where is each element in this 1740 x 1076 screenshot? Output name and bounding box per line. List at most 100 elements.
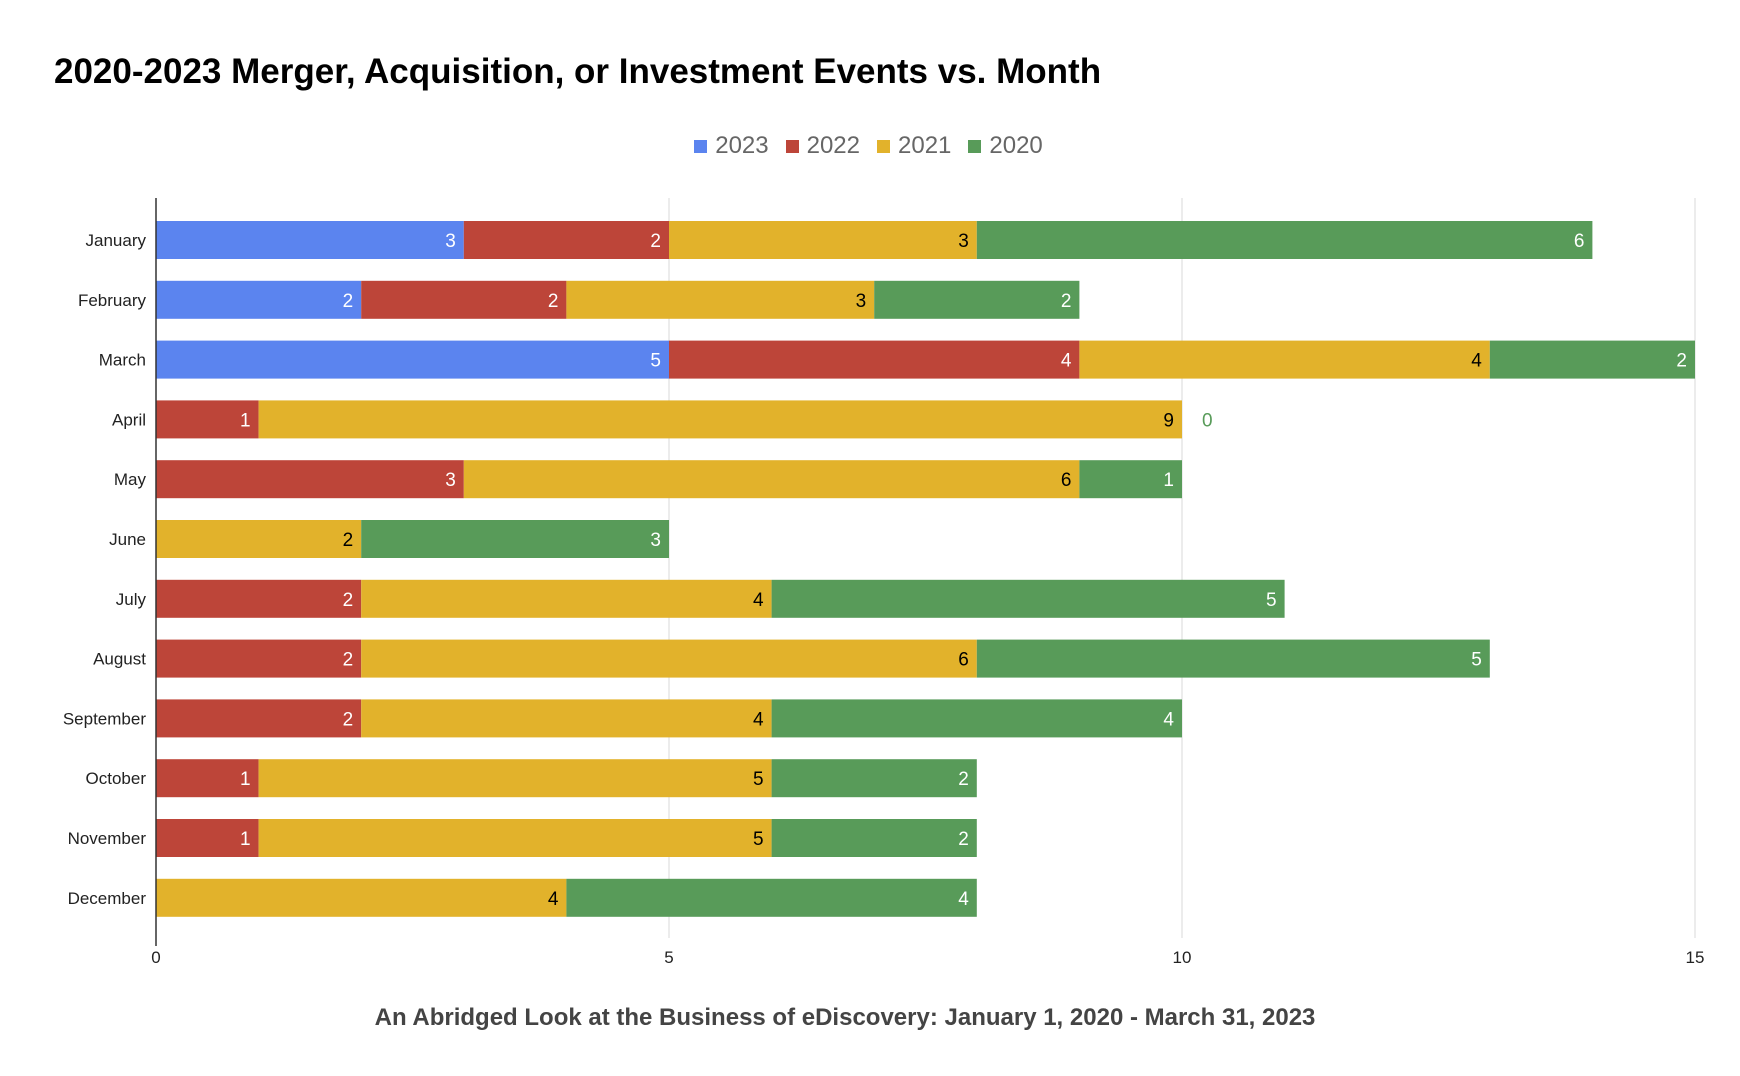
bar-segment: [976, 639, 1490, 678]
bar-segment: [156, 579, 362, 618]
category-label: September: [63, 709, 146, 728]
legend-swatch: [877, 139, 890, 153]
data-label: 4: [1471, 351, 1482, 372]
category-label: January: [86, 231, 147, 250]
bar-segment: [669, 340, 1080, 379]
data-label: 1: [240, 829, 251, 850]
legend-label: 2021: [898, 132, 952, 159]
data-label: 1: [240, 410, 251, 431]
legend-label: 2022: [806, 132, 860, 159]
bar-segment: [156, 878, 567, 917]
bar-segment: [771, 699, 1182, 738]
legend-swatch: [785, 139, 799, 153]
bar-segment: [771, 819, 977, 857]
bar-segment: [258, 819, 772, 857]
x-tick-label: 10: [1173, 948, 1192, 967]
category-label: October: [86, 769, 147, 788]
data-label: 2: [1676, 351, 1687, 372]
bar-segment: [1489, 340, 1695, 379]
data-label: 2: [548, 291, 559, 312]
bar-segment: [156, 400, 259, 439]
category-label: August: [93, 650, 146, 669]
bar-segment: [566, 280, 875, 319]
category-label: April: [112, 410, 146, 429]
bar-segment: [156, 460, 464, 499]
bar-segment: [156, 520, 362, 558]
bar-segment: [976, 221, 1593, 259]
data-label: 5: [1471, 650, 1482, 671]
data-label: 2: [343, 530, 354, 551]
category-label: March: [99, 351, 146, 370]
bar-segment: [361, 699, 772, 738]
bar-segment: [361, 639, 977, 678]
legend: 2023 2022 2021 2020: [0, 132, 1740, 160]
bar-segment: [1079, 460, 1182, 499]
data-label: 2: [343, 590, 354, 611]
bar-segment: [1079, 340, 1490, 379]
data-label: 3: [958, 231, 969, 252]
legend-label: 2023: [715, 132, 769, 159]
chart-title: 2020-2023 Merger, Acquisition, or Invest…: [54, 52, 1102, 91]
bar-segment: [156, 759, 259, 798]
data-label: 2: [958, 769, 969, 790]
data-label: 2: [958, 829, 969, 850]
category-label: July: [116, 590, 147, 609]
data-label: 4: [753, 709, 764, 730]
data-label: 5: [753, 769, 764, 790]
legend-swatch: [694, 139, 708, 153]
data-label: 5: [753, 829, 764, 850]
bar-segment: [258, 400, 1183, 439]
bar-segment: [156, 819, 259, 857]
data-label: 3: [445, 470, 456, 491]
bar-segment: [463, 460, 1080, 499]
data-label: 3: [445, 231, 456, 252]
legend-label: 2020: [989, 132, 1043, 159]
legend-item: 2021: [877, 132, 951, 160]
data-label: 4: [1061, 351, 1072, 372]
bar-segment: [566, 878, 977, 917]
data-label: 6: [1061, 470, 1072, 491]
chart-caption: An Abridged Look at the Business of eDis…: [374, 1004, 1316, 1031]
data-label: 1: [1163, 470, 1174, 491]
bar-segment: [874, 280, 1080, 319]
x-tick-label: 0: [151, 948, 160, 967]
bar-segment: [361, 520, 669, 558]
category-label: November: [68, 829, 147, 848]
bar-segment: [258, 759, 772, 798]
bar-segment: [771, 579, 1285, 618]
data-label: 2: [1061, 291, 1072, 312]
bar-segment: [463, 221, 669, 259]
x-tick-label: 5: [664, 948, 673, 967]
data-label: 5: [1266, 590, 1277, 611]
bar-segment: [156, 221, 464, 259]
category-label: May: [114, 470, 147, 489]
data-label: 4: [1163, 709, 1174, 730]
bar-segment: [156, 699, 362, 738]
data-label: 2: [343, 650, 354, 671]
data-label: 4: [958, 889, 969, 910]
data-label: 4: [548, 889, 559, 910]
bar-segment: [771, 759, 977, 798]
legend-swatch: [968, 139, 982, 153]
data-label: 6: [958, 650, 969, 671]
bar-segment: [156, 639, 362, 678]
bar-segment: [361, 280, 567, 319]
data-label: 6: [1574, 231, 1585, 252]
bar-segment: [156, 280, 362, 319]
x-tick-label: 15: [1686, 948, 1705, 967]
data-label: 2: [343, 291, 354, 312]
data-label: 9: [1163, 410, 1174, 431]
legend-item: 2023: [694, 132, 769, 160]
data-label: 4: [753, 590, 764, 611]
category-label: June: [109, 530, 146, 549]
data-label: 2: [343, 709, 354, 730]
legend-item: 2022: [785, 132, 860, 160]
data-label: 0: [1202, 410, 1213, 431]
data-label: 5: [650, 351, 661, 372]
legend-item: 2020: [968, 132, 1043, 160]
data-label: 2: [650, 231, 661, 252]
category-label: February: [78, 291, 147, 310]
data-label: 3: [650, 530, 661, 551]
bar-segment: [361, 579, 772, 618]
